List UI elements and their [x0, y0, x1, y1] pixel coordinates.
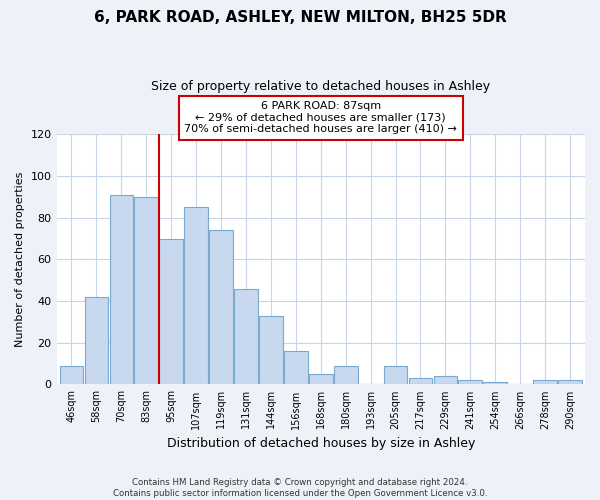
- Bar: [184, 208, 208, 384]
- Bar: [334, 366, 358, 384]
- Bar: [558, 380, 582, 384]
- Bar: [284, 351, 308, 384]
- Bar: [59, 366, 83, 384]
- Bar: [110, 195, 133, 384]
- Bar: [234, 288, 258, 384]
- Bar: [209, 230, 233, 384]
- Text: Contains HM Land Registry data © Crown copyright and database right 2024.
Contai: Contains HM Land Registry data © Crown c…: [113, 478, 487, 498]
- Bar: [484, 382, 507, 384]
- Y-axis label: Number of detached properties: Number of detached properties: [15, 172, 25, 347]
- Text: 6 PARK ROAD: 87sqm
← 29% of detached houses are smaller (173)
70% of semi-detach: 6 PARK ROAD: 87sqm ← 29% of detached hou…: [184, 101, 457, 134]
- Bar: [134, 197, 158, 384]
- Bar: [458, 380, 482, 384]
- Bar: [409, 378, 433, 384]
- Bar: [259, 316, 283, 384]
- Bar: [434, 376, 457, 384]
- Title: Size of property relative to detached houses in Ashley: Size of property relative to detached ho…: [151, 80, 490, 93]
- X-axis label: Distribution of detached houses by size in Ashley: Distribution of detached houses by size …: [167, 437, 475, 450]
- Bar: [309, 374, 332, 384]
- Text: 6, PARK ROAD, ASHLEY, NEW MILTON, BH25 5DR: 6, PARK ROAD, ASHLEY, NEW MILTON, BH25 5…: [94, 10, 506, 25]
- Bar: [533, 380, 557, 384]
- Bar: [85, 297, 108, 384]
- Bar: [160, 238, 183, 384]
- Bar: [384, 366, 407, 384]
